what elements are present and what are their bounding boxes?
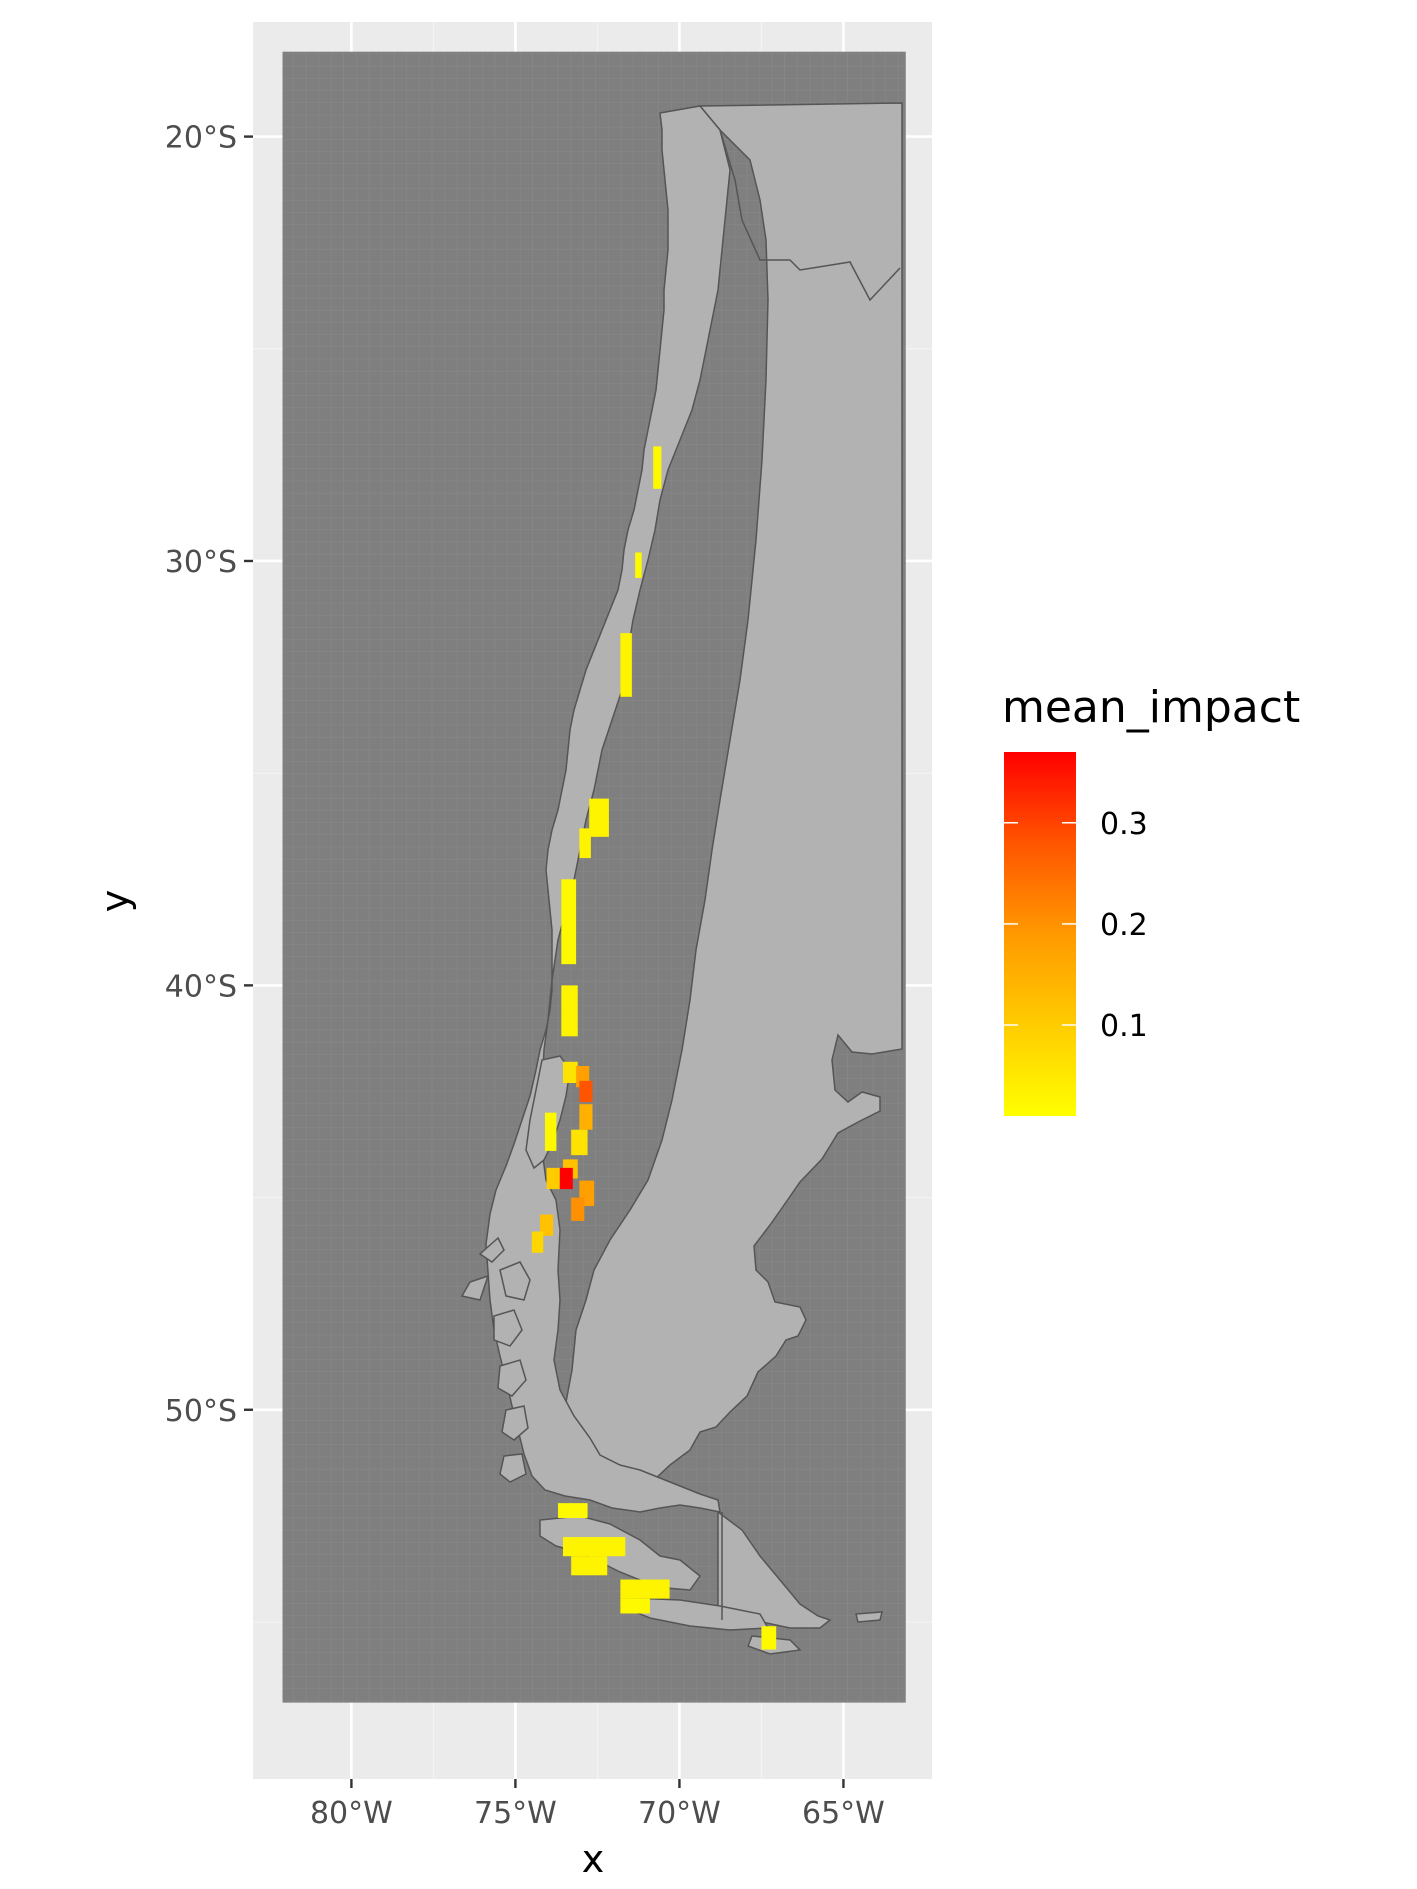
impact-cell (567, 934, 572, 952)
legend-ticks: 0.1 0.2 0.3 (1004, 807, 1148, 1044)
impact-cell (558, 1503, 588, 1518)
legend-tick-label: 0.3 (1100, 807, 1148, 842)
land-argentina (565, 102, 903, 1503)
y-tick-label: 30°S (165, 545, 237, 580)
y-tick-label: 20°S (165, 121, 237, 156)
legend-title: mean_impact (1002, 682, 1300, 733)
impact-cell (635, 552, 642, 578)
x-tick-label: 75°W (474, 1796, 557, 1831)
impact-cell (620, 1598, 650, 1614)
impact-cell (579, 1080, 593, 1103)
impact-cell (620, 1579, 670, 1599)
impact-cell (761, 1626, 777, 1650)
impact-cell (561, 879, 577, 965)
x-axis-title: x (582, 1837, 605, 1881)
land-islands-south (460, 1236, 531, 1483)
legend-tick-label: 0.2 (1100, 908, 1148, 943)
y-axis: 20°S 30°S 40°S 50°S (165, 121, 253, 1429)
impact-cell (579, 828, 591, 859)
impact-cell (561, 985, 578, 1037)
impact-cell (571, 1129, 588, 1156)
impact-cell (562, 1537, 626, 1557)
y-axis-title: y (93, 890, 137, 913)
impact-cell (653, 446, 662, 489)
land-islands-magellan (539, 1515, 883, 1655)
x-axis: 80°W 75°W 70°W 65°W (310, 1779, 885, 1831)
impact-cell (540, 1214, 554, 1236)
y-tick-label: 40°S (165, 969, 237, 1004)
impact-cell (571, 1556, 608, 1576)
impact-cell (544, 1112, 557, 1151)
impact-cell (546, 1167, 560, 1190)
impact-cell (562, 1061, 578, 1083)
impact-cells (531, 446, 777, 1650)
legend-tick-label: 0.1 (1100, 1009, 1148, 1044)
legend-colorbar (1004, 752, 1076, 1116)
impact-cell (531, 1231, 544, 1253)
y-tick-label: 50°S (165, 1394, 237, 1429)
impact-cell (571, 1197, 585, 1221)
x-tick-label: 70°W (638, 1796, 721, 1831)
legend: mean_impact 0.1 0.2 0.3 (1002, 682, 1300, 1116)
impact-cell (620, 633, 632, 697)
impact-cell (559, 1167, 573, 1190)
impact-cell (589, 798, 609, 837)
x-tick-label: 65°W (802, 1796, 885, 1831)
x-tick-label: 80°W (310, 1796, 393, 1831)
impact-cell (579, 1104, 593, 1130)
border-line (719, 129, 901, 1620)
